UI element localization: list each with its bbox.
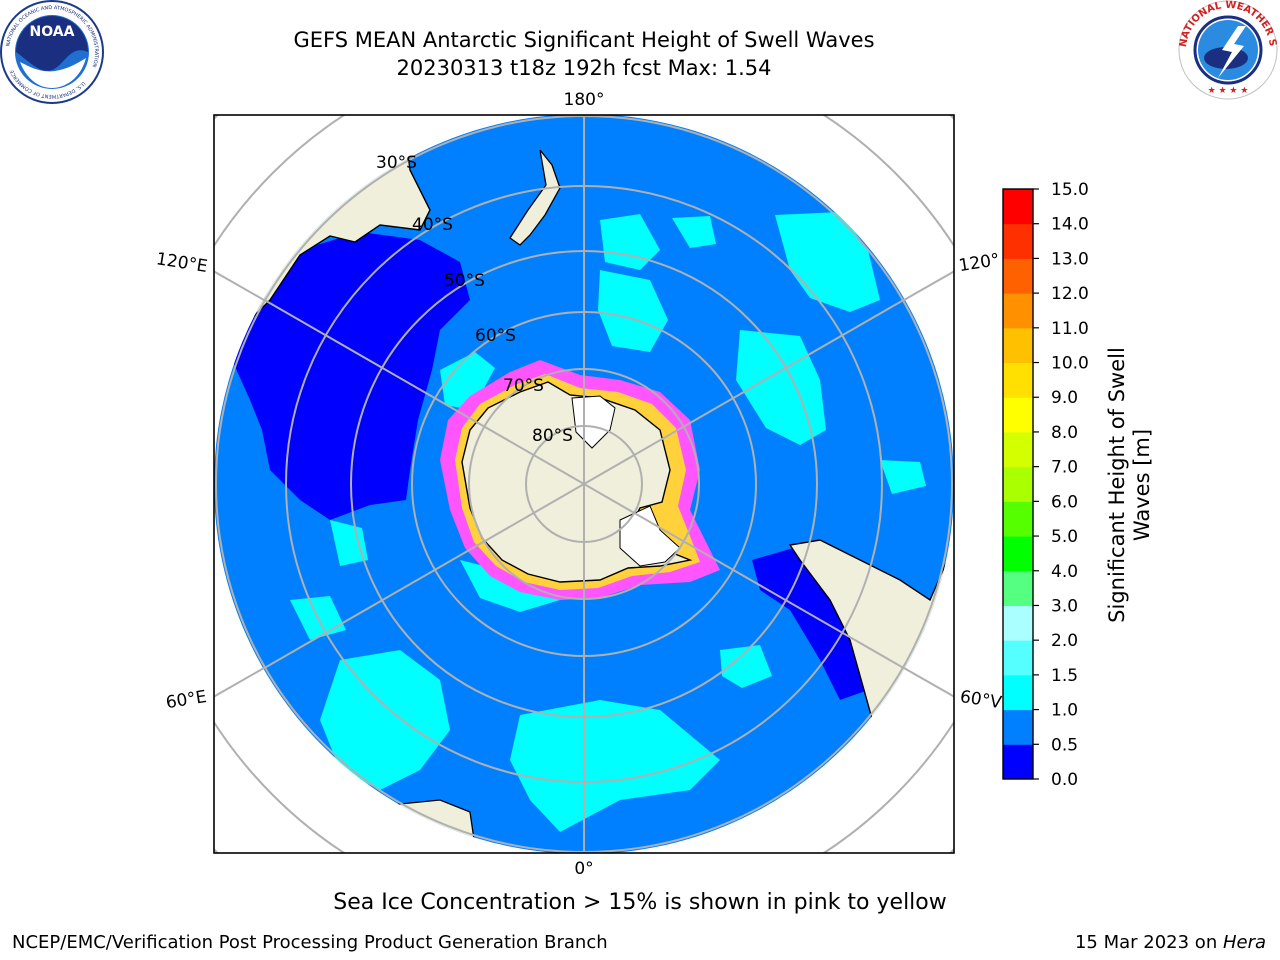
- colorbar-segment: [1003, 223, 1033, 259]
- footer-date: 15 Mar 2023 on Hera: [1075, 932, 1266, 953]
- colorbar-tick-label: 2.0: [1051, 631, 1078, 651]
- colorbar-tick-label: 9.0: [1051, 388, 1078, 408]
- colorbar-tick-label: 13.0: [1051, 249, 1089, 269]
- map-frame: [213, 114, 955, 854]
- colorbar-tick-label: 3.0: [1051, 596, 1078, 616]
- lat-label-80s: 80°S: [532, 426, 573, 446]
- lat-label-50s: 50°S: [444, 271, 485, 291]
- colorbar-tick-label: 11.0: [1051, 319, 1089, 339]
- meridian-lines: [253, 115, 915, 853]
- colorbar-tick-label: 15.0: [1051, 180, 1089, 200]
- colorbar-tick-label: 1.5: [1051, 666, 1078, 686]
- colorbar-segment: [1003, 605, 1033, 641]
- colorbar-tick-label: 8.0: [1051, 423, 1078, 443]
- colorbar-segment: [1003, 709, 1033, 745]
- colorbar-tick-label: 7.0: [1051, 458, 1078, 478]
- colorbar-segment: [1003, 327, 1033, 364]
- lat-label-70s: 70°S: [503, 376, 544, 396]
- colorbar-tick-label: 14.0: [1051, 215, 1089, 235]
- lon-label-180: 180°: [564, 90, 605, 110]
- noaa-logo-text: NOAA: [30, 24, 75, 40]
- sea-ice-note: Sea Ice Concentration > 15% is shown in …: [333, 890, 947, 915]
- ice-shelf-weddell: [619, 505, 681, 567]
- colorbar-tick-label: 10.0: [1051, 354, 1089, 374]
- lon-label-120e: 120°E: [155, 249, 209, 277]
- colorbar-segment: [1003, 674, 1033, 711]
- colorbar-segment: [1003, 293, 1033, 329]
- svg-text:★ ★ ★ ★: ★ ★ ★ ★: [1208, 86, 1249, 96]
- colorbar-tick-label: 12.0: [1051, 284, 1089, 304]
- colorbar-title-line2: Waves [m]: [1130, 428, 1154, 542]
- meridian-extensions: [214, 270, 954, 698]
- land-new-zealand: [509, 149, 561, 246]
- colorbar-segment: [1003, 258, 1033, 294]
- lon-label-0: 0°: [574, 859, 593, 879]
- colorbar: 0.0 0.5 1.0 1.5 2.0 3.0 4.0 5.0 6.0 7.0 8.0 9.0 10.0…: [1002, 180, 1089, 790]
- colorbar-tick-label: 0.5: [1051, 735, 1078, 755]
- colorbar-tick-label: 1.0: [1051, 701, 1078, 721]
- colorbar-frame: [1002, 188, 1034, 780]
- colorbar-segment: [1003, 362, 1033, 398]
- nws-logo: NATIONAL WEATHER SERVICE ★ ★ ★ ★: [1178, 0, 1278, 100]
- lon-label-60w: 60°V: [959, 687, 1004, 713]
- footer-date-text: 15 Mar 2023 on: [1074, 932, 1223, 953]
- colorbar-title-line1: Significant Height of Swell: [1105, 347, 1129, 623]
- lat-label-30s: 30°S: [376, 153, 417, 173]
- lat-label-40s: 40°S: [412, 215, 453, 235]
- lat-label-60s: 60°S: [475, 326, 516, 346]
- colorbar-segment: [1003, 570, 1033, 606]
- colorbar-segment: [1003, 189, 1033, 225]
- lon-label-120w: 120°: [957, 250, 1001, 276]
- low-swell-region: [232, 232, 470, 520]
- colorbar-tick-label: 4.0: [1051, 562, 1078, 582]
- noaa-logo: NOAA NATIONAL OCEANIC AND ATMOSPHERIC AD…: [0, 0, 104, 104]
- colorbar-segment: [1003, 431, 1033, 468]
- low-swell-region-south-america: [752, 546, 868, 700]
- colorbar-segment: [1003, 640, 1033, 676]
- ice-shelf-ross: [571, 395, 616, 449]
- lon-label-60e: 60°E: [164, 687, 208, 713]
- colorbar-tick-label: 0.0: [1051, 770, 1078, 790]
- colorbar-segment: [1003, 536, 1033, 572]
- colorbar-segment: [1003, 397, 1033, 433]
- colorbar-segment: [1003, 744, 1033, 780]
- colorbar-tick-label: 6.0: [1051, 492, 1078, 512]
- chart-title-line2: 20230313 t18z 192h fcst Max: 1.54: [396, 56, 772, 80]
- footer-host: Hera: [1222, 932, 1266, 953]
- colorbar-segment: [1003, 466, 1033, 502]
- footer-organization: NCEP/EMC/Verification Post Processing Pr…: [12, 932, 608, 953]
- colorbar-title: Significant Height of Swell Waves [m]: [1105, 305, 1155, 665]
- colorbar-segment: [1003, 501, 1033, 537]
- colorbar-tick-label: 5.0: [1051, 527, 1078, 547]
- chart-title-line1: GEFS MEAN Antarctic Significant Height o…: [293, 28, 875, 52]
